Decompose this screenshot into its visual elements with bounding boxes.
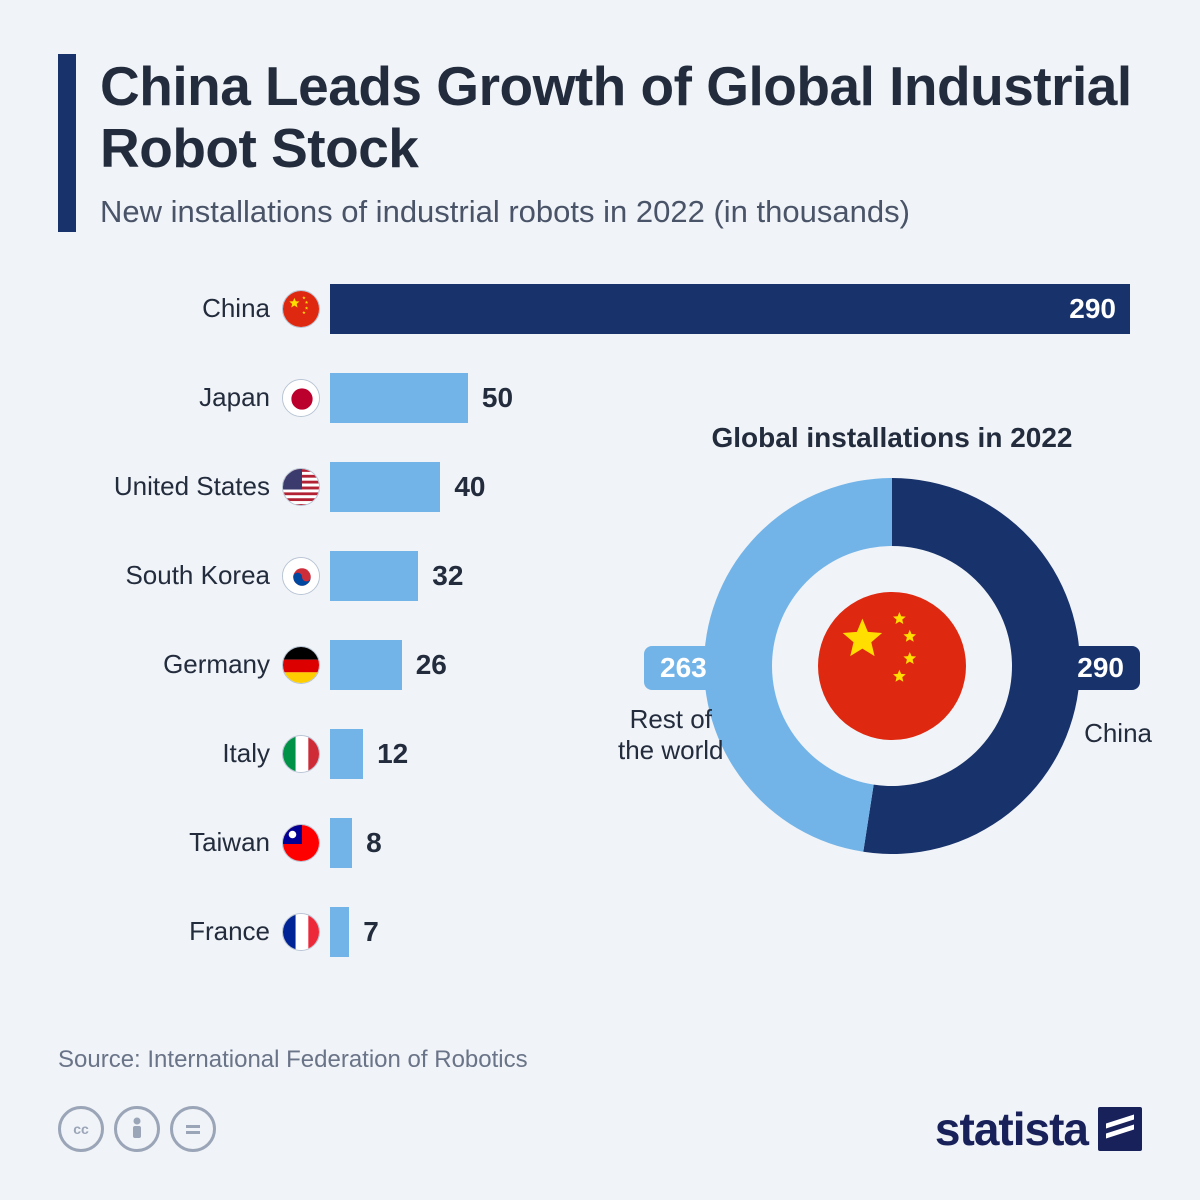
usa-flag-icon [282, 468, 320, 506]
donut-chart: 290China263Rest ofthe world [702, 476, 1082, 856]
donut-value-china: 290 [1061, 646, 1140, 690]
taiwan-flag-icon [282, 824, 320, 862]
bar-value: 50 [482, 382, 513, 414]
footer: Source: International Federation of Robo… [58, 1046, 1142, 1156]
chart-subtitle: New installations of industrial robots i… [100, 193, 1142, 232]
bar-track: 290 [330, 284, 1142, 334]
donut-chart-area: Global installations in 2022 290China263… [632, 422, 1152, 856]
china-flag-icon [282, 290, 320, 328]
bar-label: South Korea [58, 560, 282, 591]
bar [330, 640, 402, 690]
bar-value: 7 [363, 916, 379, 948]
bar-track: 7 [330, 907, 1142, 957]
bar-row: Japan 50 [58, 371, 1142, 425]
bar-value: 40 [454, 471, 485, 503]
nd-icon [170, 1106, 216, 1152]
brand-logo: statista [935, 1102, 1142, 1156]
bar-value: 32 [432, 560, 463, 592]
bar-label: Italy [58, 738, 282, 769]
bar-track: 50 [330, 373, 1142, 423]
bar-value: 290 [1069, 293, 1116, 325]
bar-label: Japan [58, 382, 282, 413]
by-icon [114, 1106, 160, 1152]
donut-center-flag-icon [818, 592, 966, 740]
bar-label: China [58, 293, 282, 324]
bar [330, 373, 468, 423]
header-text: China Leads Growth of Global Industrial … [100, 54, 1142, 232]
donut-label-rest: Rest ofthe world [618, 704, 724, 766]
bar-label: France [58, 916, 282, 947]
italy-flag-icon [282, 735, 320, 773]
bar-value: 8 [366, 827, 382, 859]
bar-label: Taiwan [58, 827, 282, 858]
bar-label: Germany [58, 649, 282, 680]
bar-row: China 290 [58, 282, 1142, 336]
content-area: China 290 Japan 50 United States 40 South Kore… [58, 282, 1142, 1022]
brand-mark-icon [1098, 1107, 1142, 1151]
korea-flag-icon [282, 557, 320, 595]
bar [330, 729, 363, 779]
header: China Leads Growth of Global Industrial … [58, 54, 1142, 232]
source-text: Source: International Federation of Robo… [58, 1046, 1142, 1074]
bar [330, 907, 349, 957]
bar: 290 [330, 284, 1130, 334]
svg-text:cc: cc [73, 1121, 89, 1137]
bar [330, 551, 418, 601]
donut-title: Global installations in 2022 [632, 422, 1152, 454]
title-accent-bar [58, 54, 76, 232]
bar [330, 462, 440, 512]
donut-value-rest: 263 [644, 646, 723, 690]
germany-flag-icon [282, 646, 320, 684]
japan-flag-icon [282, 379, 320, 417]
footer-row: cc statista [58, 1102, 1142, 1156]
bar-value: 12 [377, 738, 408, 770]
bar-row: France 7 [58, 905, 1142, 959]
france-flag-icon [282, 913, 320, 951]
bar-label: United States [58, 471, 282, 502]
donut-label-china: China [1084, 718, 1152, 749]
bar [330, 818, 352, 868]
cc-icon: cc [58, 1106, 104, 1152]
cc-license-icons: cc [58, 1106, 216, 1152]
bar-value: 26 [416, 649, 447, 681]
brand-text: statista [935, 1102, 1088, 1156]
chart-title: China Leads Growth of Global Industrial … [100, 56, 1142, 179]
